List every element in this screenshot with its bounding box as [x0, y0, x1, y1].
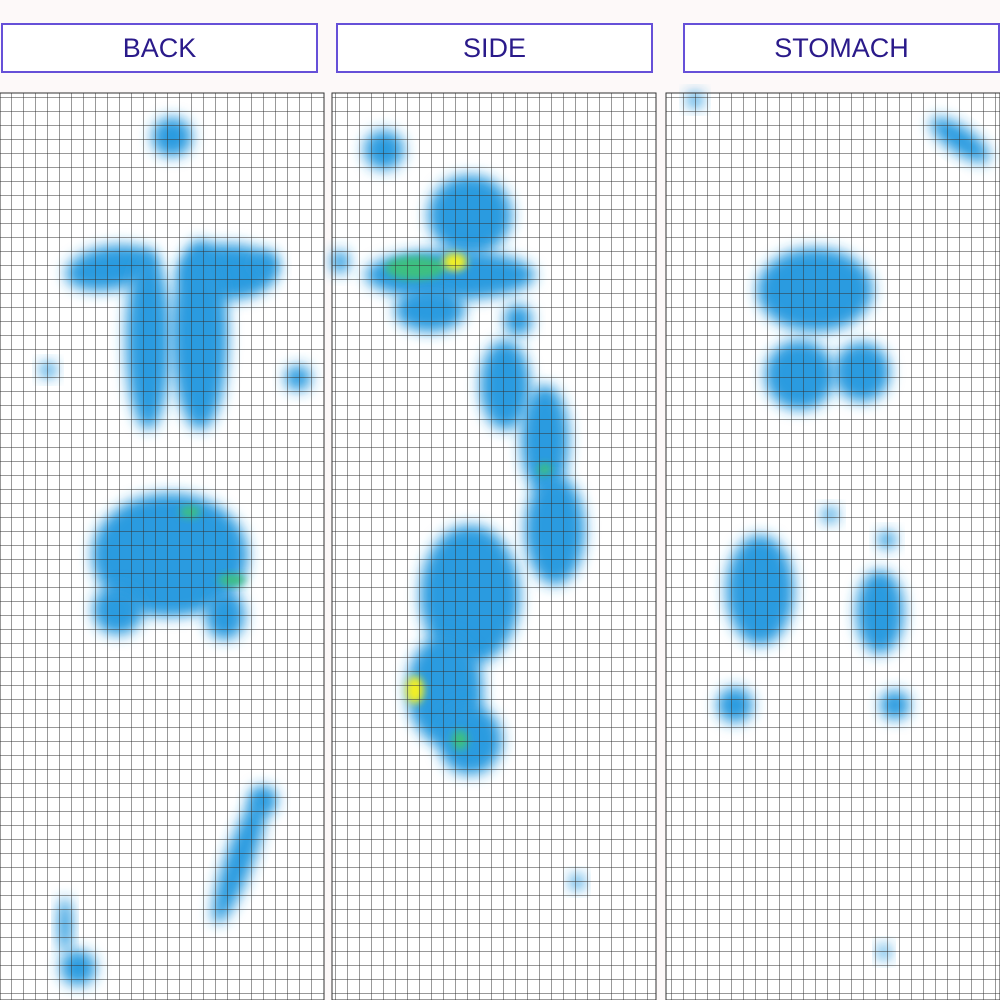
tab-back[interactable]: BACK: [1, 23, 318, 73]
grid-back: [0, 92, 325, 1000]
tab-stomach[interactable]: STOMACH: [683, 23, 1000, 73]
tab-stomach-label: STOMACH: [774, 32, 909, 63]
grid-stomach: [665, 92, 1000, 1000]
grid-side: [331, 92, 657, 1000]
tab-side-label: SIDE: [462, 32, 527, 63]
tab-side[interactable]: SIDE: [336, 23, 653, 73]
tab-back-label: BACK: [122, 32, 197, 63]
